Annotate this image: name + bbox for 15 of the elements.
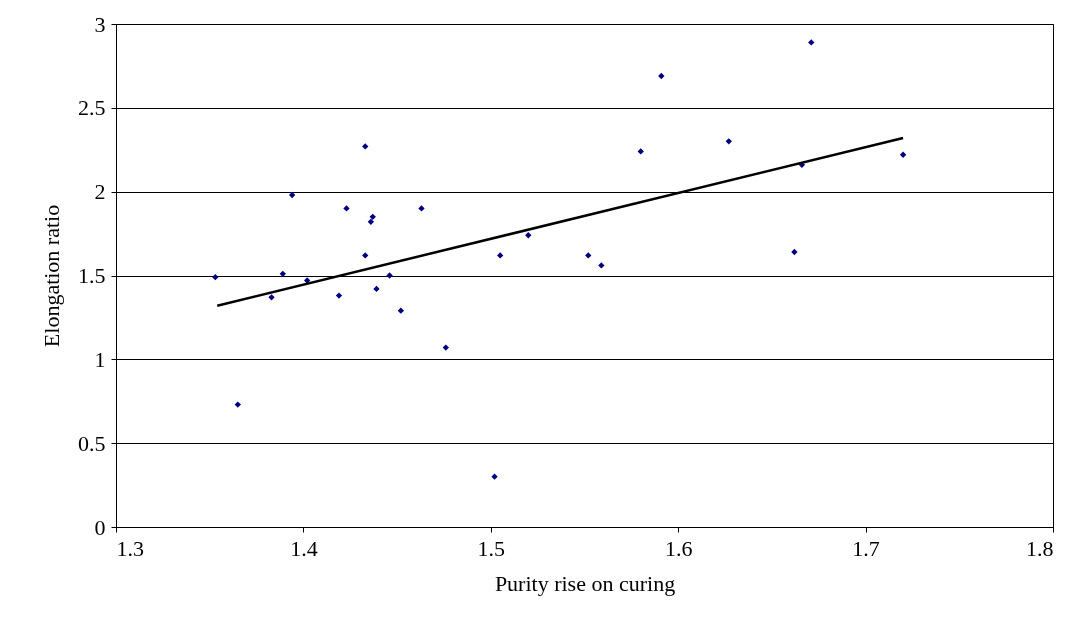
x-tick-label: 1.6 <box>664 535 693 561</box>
y-tick-label: 1 <box>94 346 106 372</box>
x-tick-label: 1.5 <box>477 535 506 561</box>
x-tick-label: 1.3 <box>116 535 144 561</box>
y-tick-label: 2 <box>94 179 106 205</box>
y-tick-label: 3 <box>94 11 106 37</box>
x-tick-label: 1.4 <box>290 535 318 561</box>
y-tick-label: 2.5 <box>78 95 106 121</box>
y-tick-label: 0.5 <box>78 430 106 456</box>
x-axis-title: Purity rise on curing <box>494 570 676 596</box>
x-tick-label: 1.8 <box>1026 535 1054 561</box>
x-tick-label: 1.7 <box>852 535 880 561</box>
y-tick-label: 0 <box>94 514 106 540</box>
y-tick-label: 1.5 <box>78 263 106 288</box>
y-axis-title: Elongation ratio <box>39 204 64 348</box>
